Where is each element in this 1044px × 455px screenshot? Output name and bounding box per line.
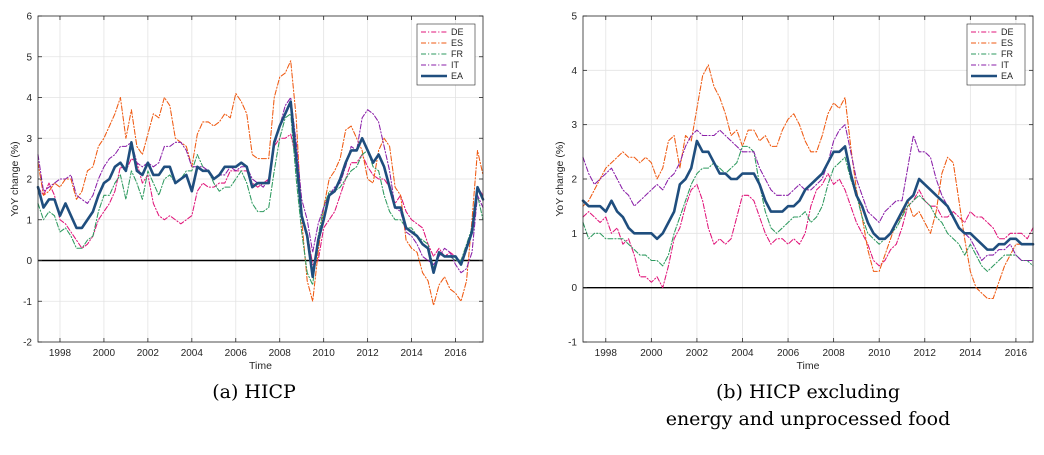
x-tick-label: 2008: [823, 348, 846, 359]
legend-label-ea: EA: [1001, 71, 1013, 81]
x-tick-label: 2012: [914, 348, 937, 359]
legend-label-it: IT: [451, 60, 460, 70]
y-axis-label: YoY change (%): [9, 141, 21, 216]
x-tick-label: 1998: [595, 348, 618, 359]
y-tick-label: 0: [571, 283, 577, 294]
x-tick-label: 2002: [686, 348, 709, 359]
y-tick-label: 2: [26, 175, 32, 186]
y-tick-label: 2: [571, 175, 577, 186]
y-tick-label: -1: [568, 338, 577, 349]
y-tick-label: -1: [23, 297, 32, 308]
x-axis-label: Time: [249, 360, 272, 372]
x-tick-label: 2016: [1005, 348, 1028, 359]
x-tick-label: 2006: [225, 348, 248, 359]
y-tick-label: 1: [26, 215, 32, 226]
y-tick-label: 1: [571, 229, 577, 240]
caption-b-line1: (b) HICP excluding: [716, 381, 900, 403]
series-line-fr: [37, 113, 484, 286]
series-line-it: [37, 96, 484, 274]
x-tick-label: 2014: [959, 348, 982, 359]
series-line-ea: [581, 139, 1035, 251]
legend-label-es: ES: [1001, 38, 1013, 48]
y-tick-label: 4: [571, 66, 577, 77]
caption-a: (a) HICP: [212, 381, 296, 403]
x-tick-label: 2006: [777, 348, 800, 359]
series-line-es: [37, 60, 484, 306]
y-tick-label: 4: [26, 93, 32, 104]
legend-label-fr: FR: [1001, 49, 1013, 59]
chart-hicp-core: 1998 2000 2002 2004 2006 2008 2010 2012 2014 2016…: [554, 12, 1035, 372]
caption-b-line2: energy and unprocessed food: [666, 408, 951, 430]
series-line-de: [37, 133, 484, 266]
series-line-it: [582, 124, 1034, 262]
chart-hicp: 1998 2000 2002 2004 2006 2008 2010 2012 2014 2016…: [9, 12, 485, 372]
legend-label-es: ES: [451, 38, 463, 48]
x-tick-label: 2004: [731, 348, 754, 359]
y-tick-label: 6: [26, 12, 32, 23]
y-tick-label: -2: [23, 338, 32, 349]
x-tick-label: 2000: [93, 348, 116, 359]
series-line-ea: [36, 100, 485, 279]
legend-label-it: IT: [1001, 60, 1010, 70]
y-tick-label: 0: [26, 256, 32, 267]
x-tick-label: 2010: [868, 348, 891, 359]
y-axis-label: YoY change (%): [554, 141, 566, 216]
y-tick-label: 3: [26, 134, 32, 145]
x-axis-label: Time: [797, 360, 820, 372]
y-tick-label: 5: [571, 12, 577, 23]
y-tick-label: 5: [26, 52, 32, 63]
x-tick-label: 2000: [640, 348, 663, 359]
x-tick-label: 2004: [181, 348, 204, 359]
y-tick-label: 3: [571, 120, 577, 131]
series-line-fr: [582, 145, 1034, 272]
x-tick-label: 2008: [269, 348, 292, 359]
series-line-de: [582, 173, 1034, 289]
legend-label-de: DE: [1001, 27, 1014, 37]
legend-label-fr: FR: [451, 49, 463, 59]
legend-label-de: DE: [451, 27, 464, 37]
x-tick-label: 2016: [444, 348, 467, 359]
x-tick-label: 2012: [357, 348, 380, 359]
x-tick-label: 2002: [137, 348, 160, 359]
x-tick-label: 2014: [400, 348, 423, 359]
legend-label-ea: EA: [451, 71, 463, 81]
series-line-es: [582, 64, 1034, 300]
x-tick-label: 1998: [49, 348, 72, 359]
x-tick-label: 2010: [313, 348, 336, 359]
